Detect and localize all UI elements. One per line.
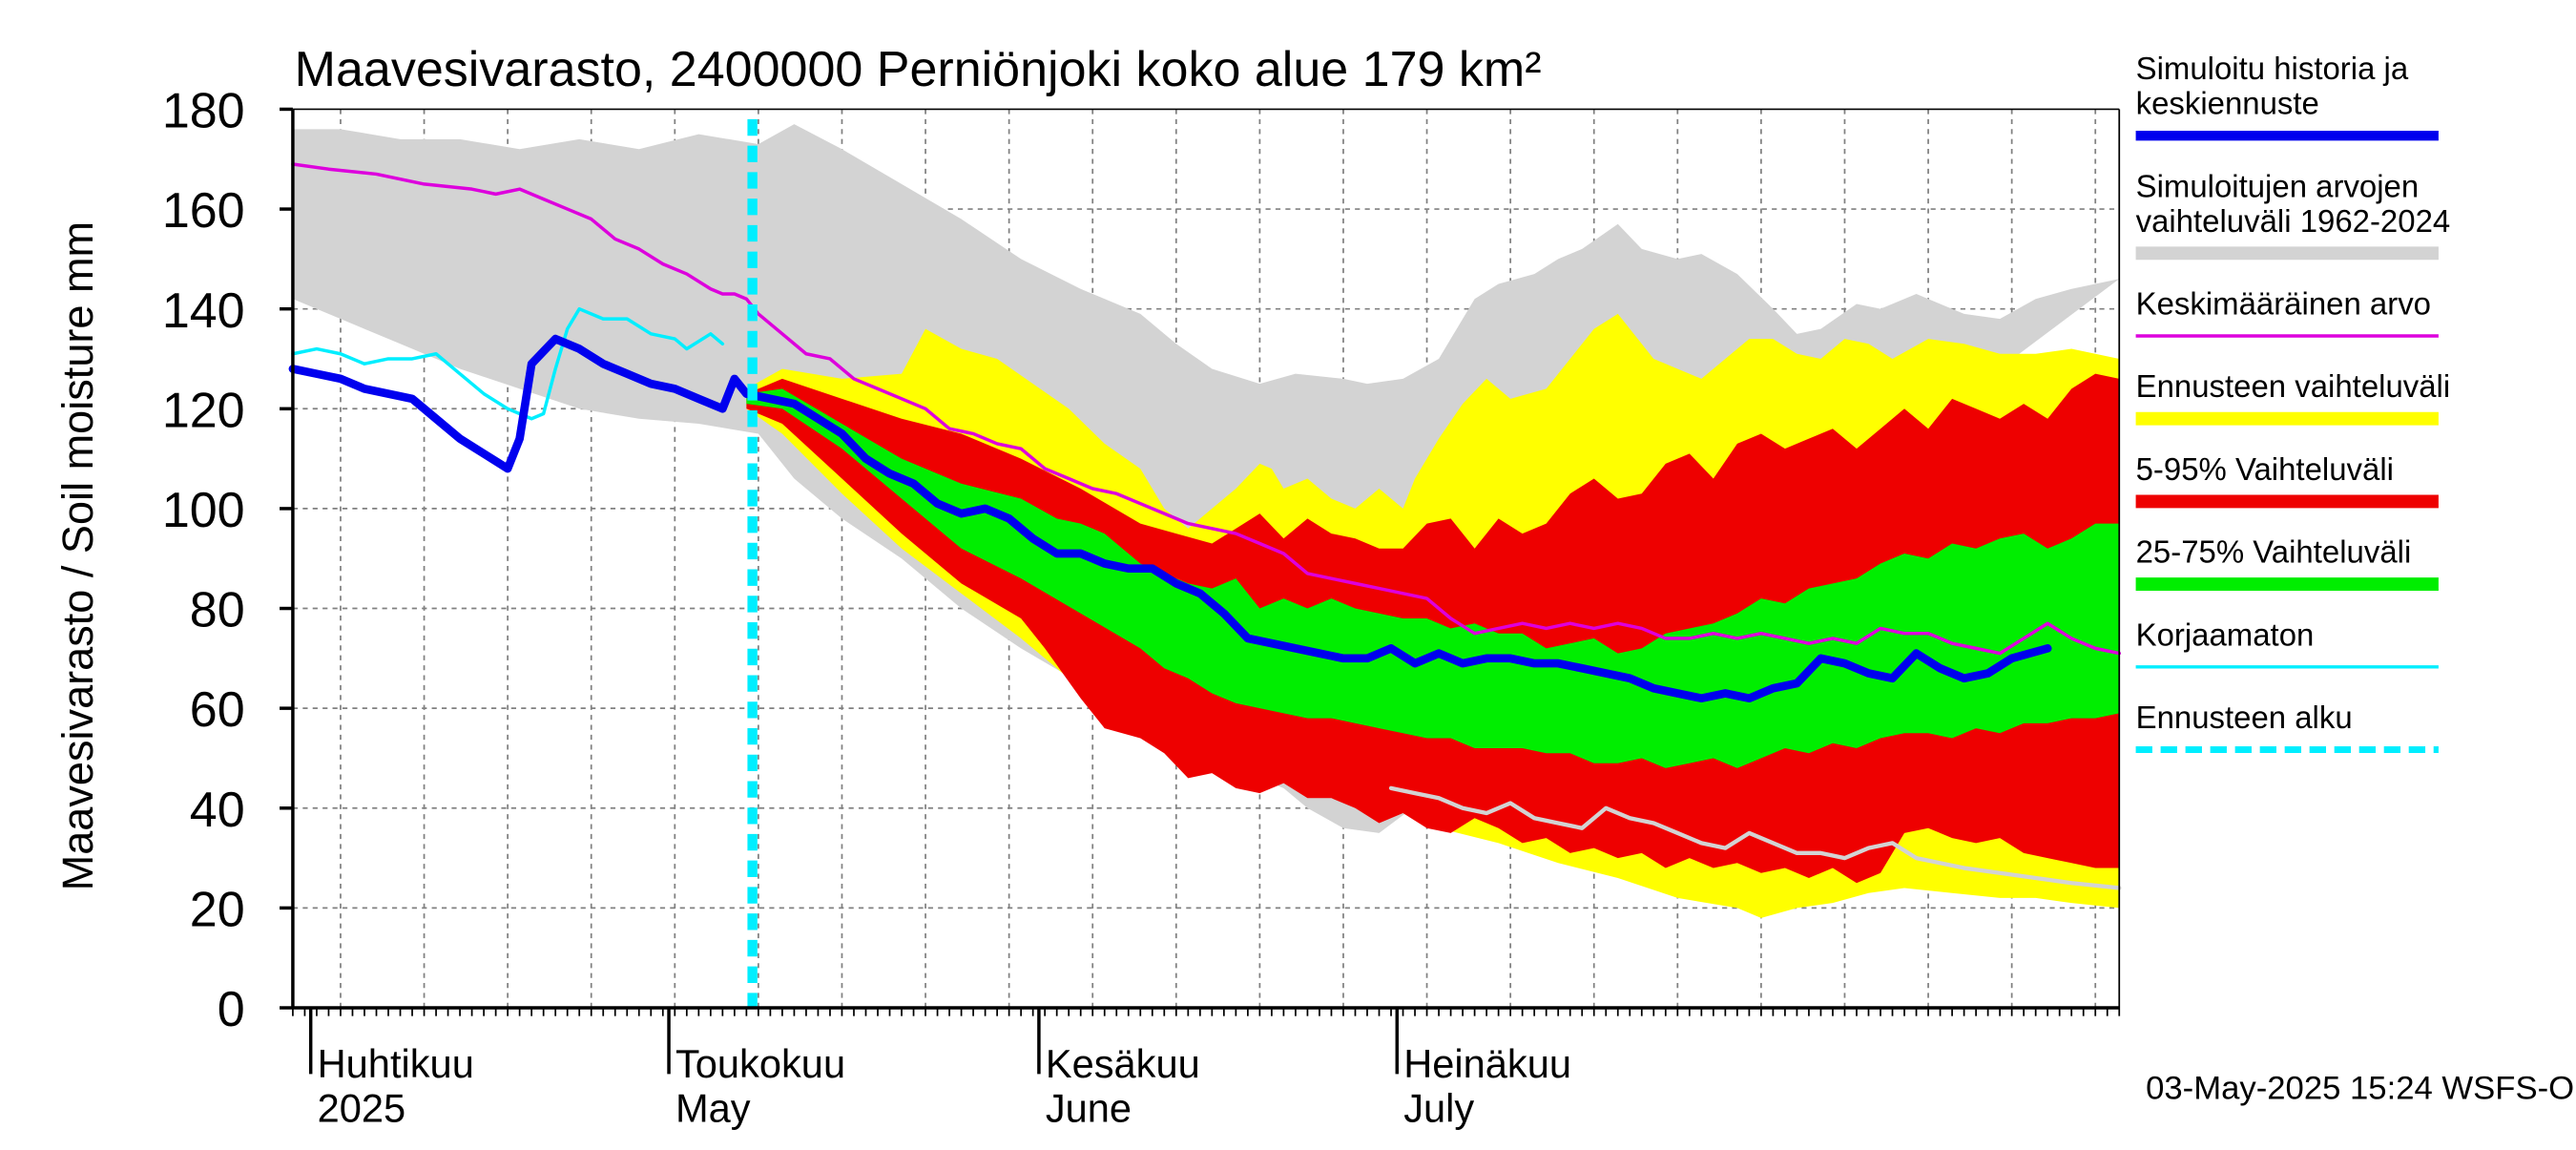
y-tick-label: 180 bbox=[162, 84, 245, 139]
y-tick-label: 140 bbox=[162, 283, 245, 339]
band-p25_75 bbox=[746, 388, 2120, 768]
y-tick-label: 80 bbox=[190, 583, 245, 638]
month-label-fi: Huhtikuu bbox=[318, 1041, 474, 1086]
series-line-uncorrected bbox=[291, 306, 725, 421]
y-axis-label: Maavesivarasto / Soil moisture mm bbox=[53, 221, 102, 890]
timestamp: 03-May-2025 15:24 WSFS-O bbox=[2146, 1070, 2574, 1106]
legend-label: Simuloitujen arvojen bbox=[2136, 168, 2420, 203]
legend-label: Korjaamaton bbox=[2136, 617, 2315, 652]
month-label-en: June bbox=[1046, 1086, 1132, 1131]
y-tick-label: 160 bbox=[162, 183, 245, 239]
y-tick-label: 40 bbox=[190, 783, 245, 838]
legend-label: Ennusteen vaihteluväli bbox=[2136, 368, 2451, 404]
y-tick-label: 60 bbox=[190, 682, 245, 738]
legend-label: vaihteluväli 1962-2024 bbox=[2136, 203, 2451, 239]
y-tick-label: 0 bbox=[218, 982, 245, 1037]
y-tick-label: 20 bbox=[190, 882, 245, 937]
month-label-fi: Kesäkuu bbox=[1046, 1041, 1200, 1086]
axes-layer bbox=[280, 107, 2121, 1075]
series-line-hist_range bbox=[1388, 785, 2122, 890]
legend-label: Simuloitu historia ja bbox=[2136, 51, 2409, 86]
series-line-history bbox=[288, 334, 2052, 703]
lines-layer bbox=[288, 118, 2122, 1009]
month-label-fi: Toukokuu bbox=[675, 1041, 845, 1086]
month-label-fi: Heinäkuu bbox=[1403, 1041, 1571, 1086]
y-tick-label: 120 bbox=[162, 383, 245, 438]
month-label-en: 2025 bbox=[318, 1086, 406, 1131]
legend-label: Ennusteen alku bbox=[2136, 700, 2353, 735]
legend-label: keskiennuste bbox=[2136, 86, 2319, 121]
tick-labels: 0 20 40 60 80 100 120 140 160 180 bbox=[162, 84, 245, 1038]
bands-layer bbox=[292, 124, 2120, 918]
y-tick-label: 100 bbox=[162, 483, 245, 538]
legend-label: 5-95% Vaihteluväli bbox=[2136, 451, 2394, 487]
chart-title: Maavesivarasto, 2400000 Perniönjoki koko… bbox=[295, 42, 1542, 97]
legend-label: 25-75% Vaihteluväli bbox=[2136, 534, 2412, 570]
series-line-mean bbox=[291, 162, 2121, 656]
month-label-en: July bbox=[1403, 1086, 1474, 1131]
month-label-en: May bbox=[675, 1086, 751, 1131]
legend-label: Keskimääräinen arvo bbox=[2136, 285, 2431, 321]
